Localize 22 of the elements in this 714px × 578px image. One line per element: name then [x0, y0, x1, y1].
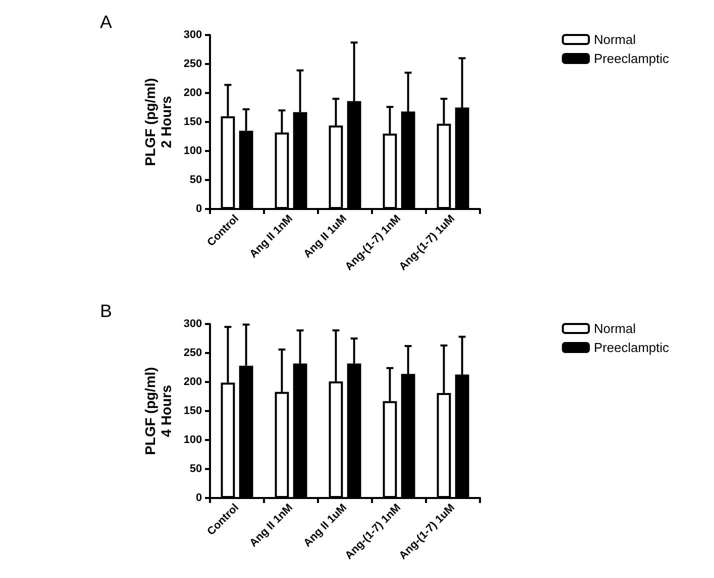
y-tick-label: 50: [190, 174, 202, 186]
y-axis-title: PLGF (pg/ml) 2 Hours: [142, 78, 174, 166]
y-tick-label: 300: [184, 29, 202, 41]
legend-label: Normal: [594, 321, 636, 336]
y-tick-label: 300: [184, 318, 202, 330]
y-tick-label: 0: [196, 203, 202, 215]
y-tick-label: 0: [196, 492, 202, 504]
legend-label: Preeclamptic: [594, 51, 670, 66]
y-tick-label: 100: [184, 145, 202, 157]
y-axis-title: PLGF (pg/ml) 4 Hours: [142, 367, 174, 455]
y-tick-label: 250: [184, 58, 202, 70]
y-tick-label: 150: [184, 116, 202, 128]
y-tick-label: 50: [190, 463, 202, 475]
legend-label: Preeclamptic: [594, 340, 670, 355]
legend-label: Normal: [594, 32, 636, 47]
y-tick-label: 150: [184, 405, 202, 417]
y-tick-label: 200: [184, 376, 202, 388]
y-tick-label: 250: [184, 347, 202, 359]
y-tick-label: 200: [184, 87, 202, 99]
y-tick-label: 100: [184, 434, 202, 446]
chart-title: A: [100, 12, 112, 32]
chart-title: B: [100, 301, 112, 321]
